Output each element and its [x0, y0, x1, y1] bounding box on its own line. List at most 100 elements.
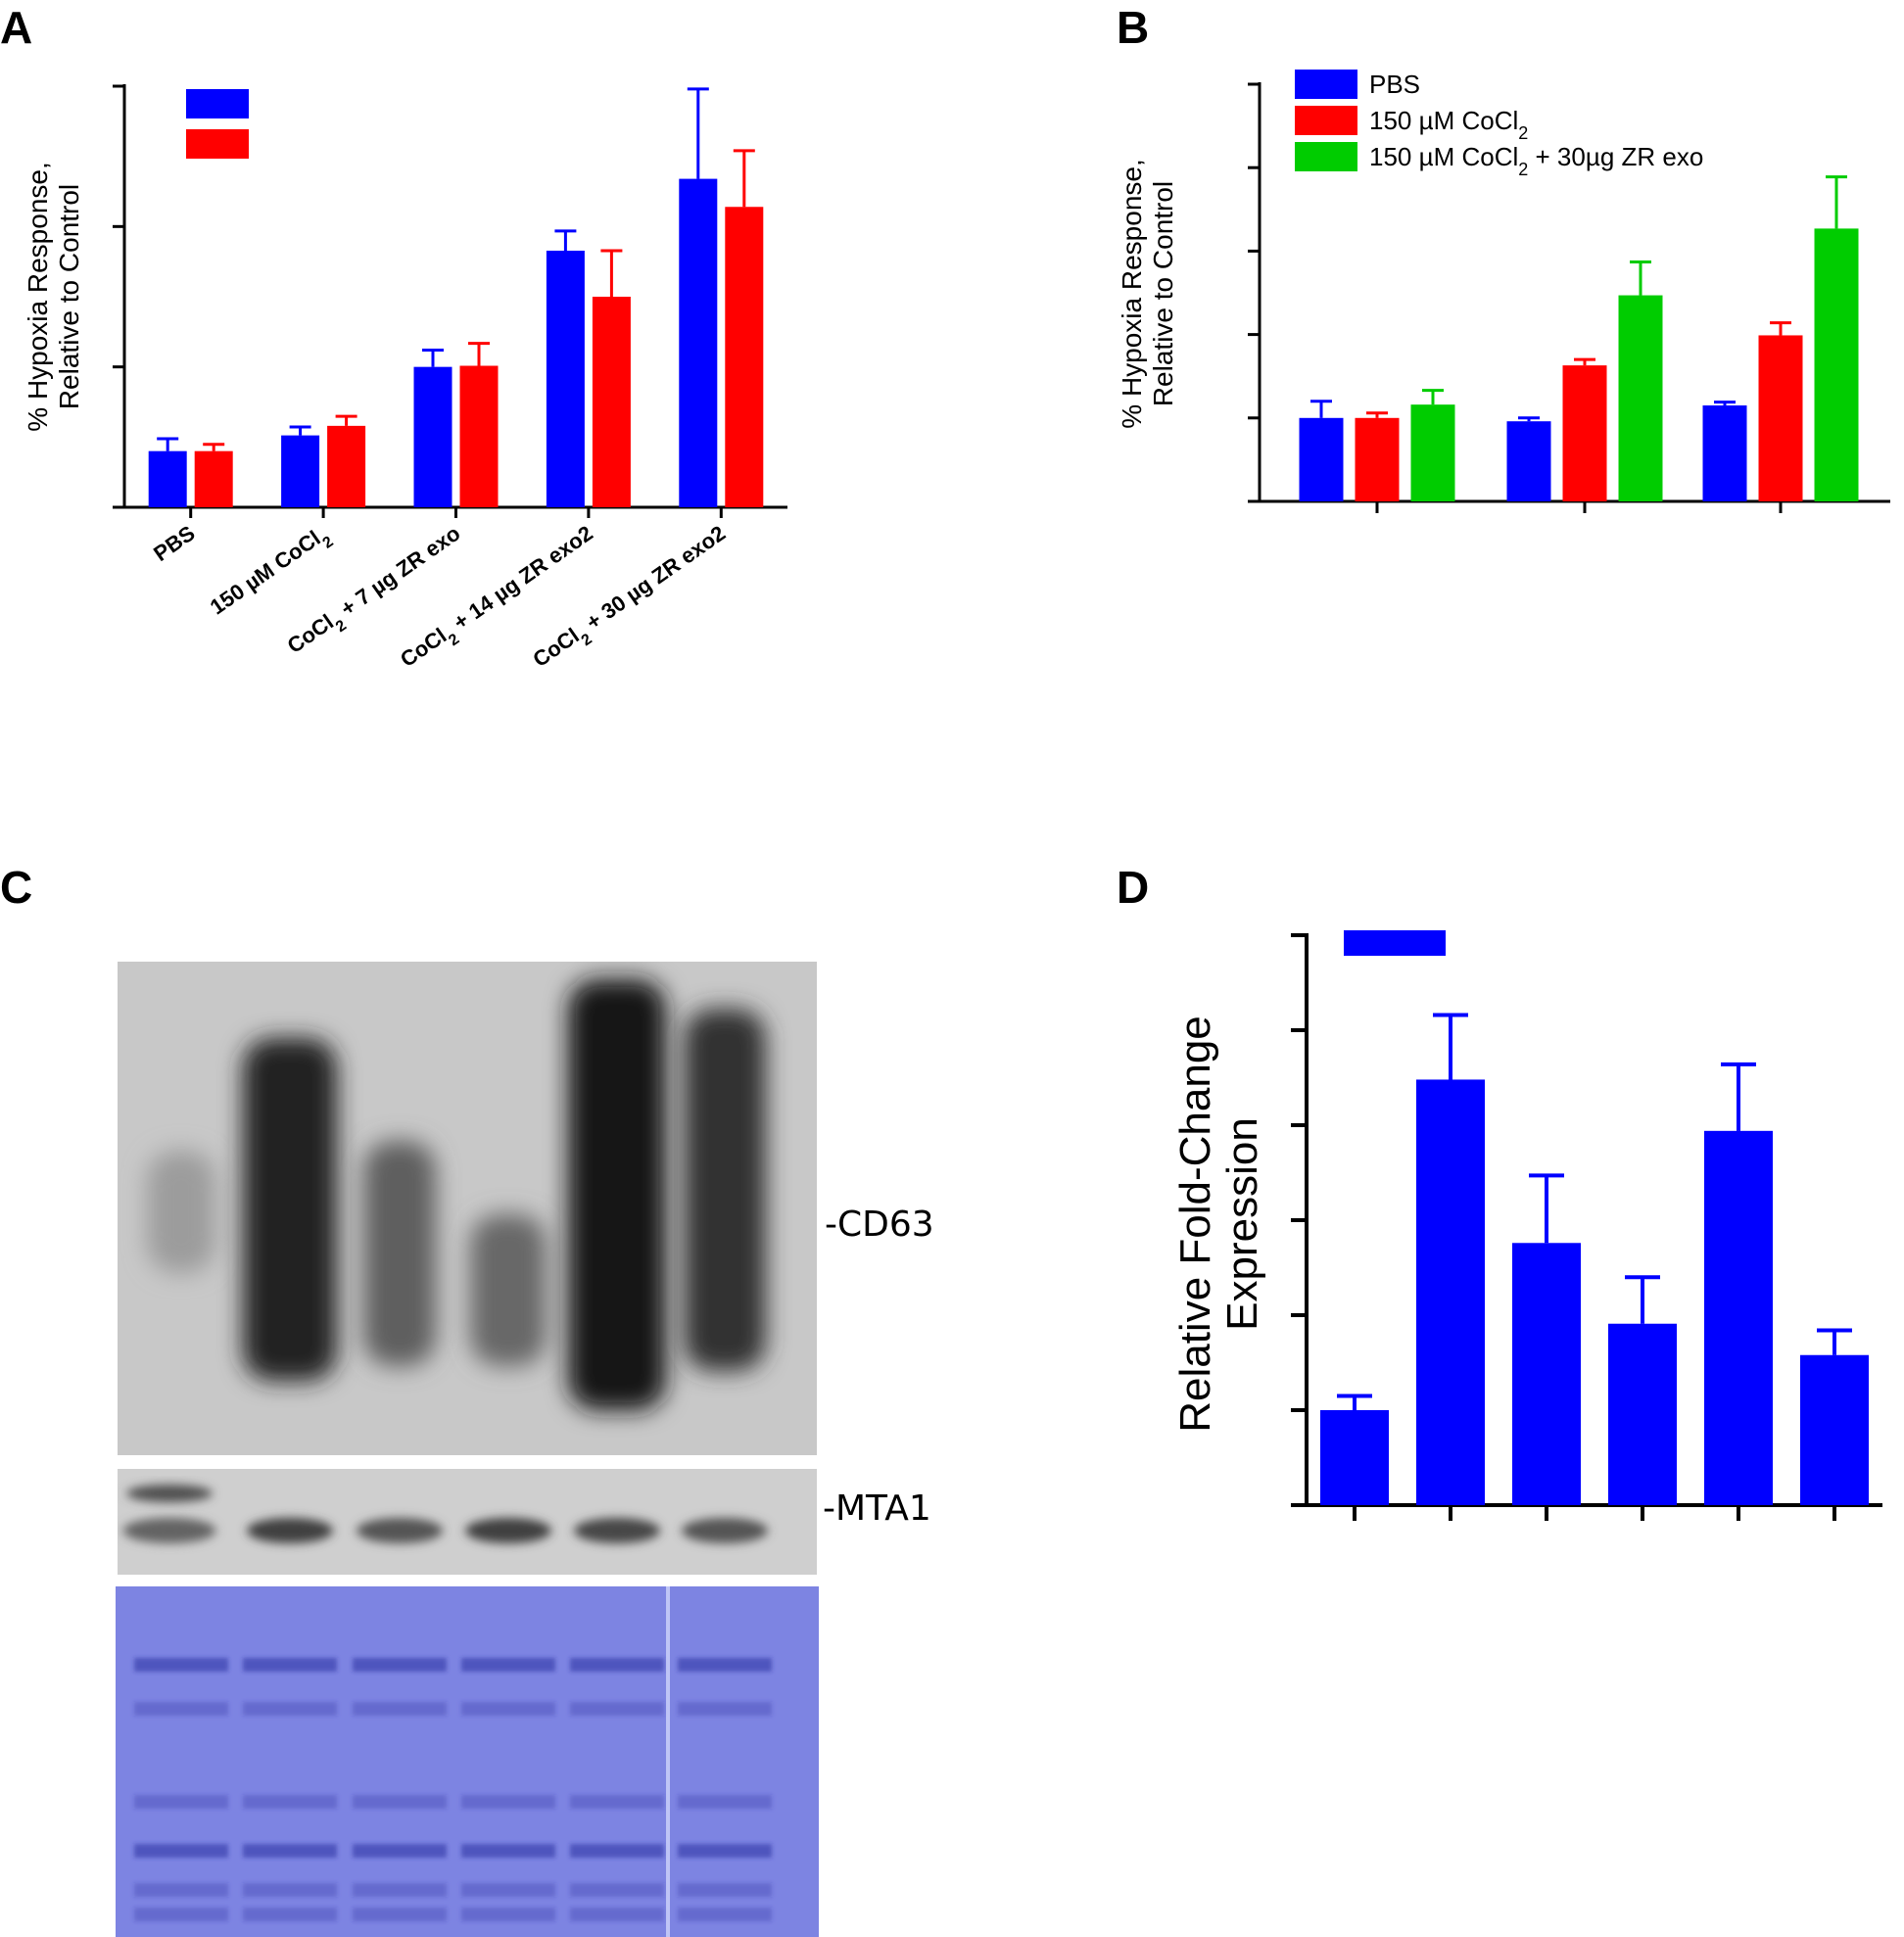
gel-band: [461, 1908, 555, 1921]
cd63-band: [568, 979, 666, 1410]
chart-b-legend-label: 150 µM CoCl2: [1369, 106, 1528, 143]
chart-b-legend-label-subscript: 2: [1518, 160, 1528, 179]
chart-a-y-axis-label-line2: Relative to Control: [54, 184, 84, 409]
chart-b-legend-label: PBS: [1369, 70, 1420, 99]
gel-band: [353, 1795, 447, 1809]
chart-a-bar-mcf7: [194, 450, 233, 507]
chart-b-legend-label-main: 150 µM CoCl: [1369, 142, 1518, 171]
gel-band: [353, 1702, 447, 1716]
cd63-band: [147, 1151, 215, 1273]
chart-a-bar-mcf7: [459, 365, 499, 507]
gel-band: [243, 1702, 337, 1716]
chart-d-bar-mta1: [1704, 1130, 1773, 1505]
chart-d-legend-swatch: [1344, 930, 1446, 956]
gel-band: [570, 1658, 664, 1672]
chart-a-bar-mcf7: [327, 425, 366, 507]
chart-b-legend-label: 150 µM CoCl2 + 30µg ZR exo: [1369, 142, 1703, 179]
chart-a-x-tick-label-main: CoCl: [283, 609, 338, 658]
mta1-band: [682, 1518, 768, 1543]
chart-b-bar: [1355, 417, 1400, 501]
chart-b-legend-label-subscript: 2: [1518, 123, 1528, 143]
gel-band: [570, 1702, 664, 1716]
chart-a-legend-swatch: [186, 129, 249, 159]
gel-band: [678, 1702, 772, 1716]
chart-b-bar: [1702, 405, 1747, 501]
gel-band: [134, 1658, 228, 1672]
chart-a-bar-mcf10a: [281, 435, 320, 507]
mta1-band: [357, 1518, 443, 1543]
chart-b-mcf7-time-course: % Hypoxia Response,Relative to Control PB…: [1117, 70, 1890, 513]
chart-d-bar-mta1: [1608, 1323, 1677, 1505]
gel-band: [353, 1908, 447, 1921]
gel-band: [243, 1908, 337, 1921]
chart-a-x-tick-label-subscript: 2: [319, 533, 336, 551]
chart-d-mta1-expression: Relative Fold-ChangeExpression: [1171, 930, 1882, 1521]
gel-band: [678, 1908, 772, 1921]
chart-d-y-axis-label-line2: Expression: [1218, 1117, 1266, 1331]
chart-b-legend-swatch: [1295, 142, 1357, 171]
chart-a-legend-swatch: [186, 89, 249, 118]
panel-label-b: B: [1117, 2, 1149, 53]
cd63-band-label: -CD63: [825, 1205, 934, 1245]
chart-a-y-axis-label: % Hypoxia Response,Relative to Control: [23, 162, 84, 431]
chart-a-x-tick-label: PBS: [149, 521, 199, 566]
gel-band: [134, 1702, 228, 1716]
chart-a-bar-mcf10a: [546, 250, 585, 507]
chart-b-bar: [1410, 404, 1455, 501]
gel-band: [461, 1658, 555, 1672]
cd63-band: [363, 1141, 436, 1366]
chart-d-bar-mta1: [1416, 1079, 1485, 1505]
chart-a-hypoxia-response: % Hypoxia Response,Relative to Control PB…: [23, 84, 787, 672]
gel-band: [678, 1883, 772, 1897]
chart-a-x-tick-label-tail: + 14 µg ZR exo2: [444, 521, 596, 638]
chart-b-bar: [1562, 365, 1607, 501]
mta1-band-upper: [126, 1485, 213, 1502]
gel-band: [353, 1844, 447, 1858]
chart-b-legend-swatch: [1295, 106, 1357, 135]
chart-a-x-tick-label: 150 µM CoCl2: [206, 521, 337, 626]
gel-band: [570, 1883, 664, 1897]
chart-a-bar-mcf10a: [148, 450, 187, 507]
gel-band: [678, 1844, 772, 1858]
chart-d-bar-mta1: [1800, 1354, 1869, 1505]
gel-band: [570, 1844, 664, 1858]
gel-band: [678, 1795, 772, 1809]
chart-a-y-axis-label-line1: % Hypoxia Response,: [23, 162, 53, 431]
chart-b-y-axis-label-line1: % Hypoxia Response,: [1117, 159, 1147, 428]
gel-band: [353, 1883, 447, 1897]
cd63-band: [470, 1214, 547, 1366]
chart-b-legend-label-main: 150 µM CoCl: [1369, 106, 1518, 135]
chart-d-bar-mta1: [1512, 1243, 1581, 1505]
panel-label-c: C: [0, 862, 32, 913]
panel-label-a: A: [0, 2, 32, 53]
chart-a-bar-mcf7: [725, 207, 764, 507]
cd63-band: [684, 1009, 766, 1371]
gel-band: [243, 1844, 337, 1858]
chart-b-bar: [1618, 295, 1663, 501]
gel-band: [134, 1795, 228, 1809]
chart-d-y-axis-label-line1: Relative Fold-Change: [1171, 1016, 1219, 1433]
chart-a-bar-mcf10a: [679, 178, 718, 507]
gel-band: [570, 1908, 664, 1921]
mta1-band: [122, 1518, 216, 1543]
chart-b-bar: [1814, 228, 1859, 501]
chart-d-bar-mta1: [1320, 1410, 1389, 1505]
chart-b-bar: [1299, 417, 1344, 501]
chart-a-x-tick-label-main: 150 µM CoCl: [206, 526, 325, 620]
chart-a-bar-mcf7: [592, 297, 631, 507]
gel-band: [678, 1658, 772, 1672]
chart-a-x-tick-label-main: PBS: [149, 521, 199, 566]
gel-band: [461, 1844, 555, 1858]
mta1-band: [247, 1518, 333, 1543]
gel-band: [134, 1883, 228, 1897]
gel-band: [243, 1658, 337, 1672]
gel-band: [134, 1844, 228, 1858]
gel-band: [243, 1795, 337, 1809]
gel-band: [353, 1658, 447, 1672]
chart-b-bar: [1758, 335, 1803, 501]
mta1-band: [574, 1518, 660, 1543]
chart-d-y-axis-label: Relative Fold-ChangeExpression: [1171, 1016, 1266, 1433]
gel-band: [243, 1883, 337, 1897]
chart-a-bar-mcf10a: [413, 366, 452, 507]
